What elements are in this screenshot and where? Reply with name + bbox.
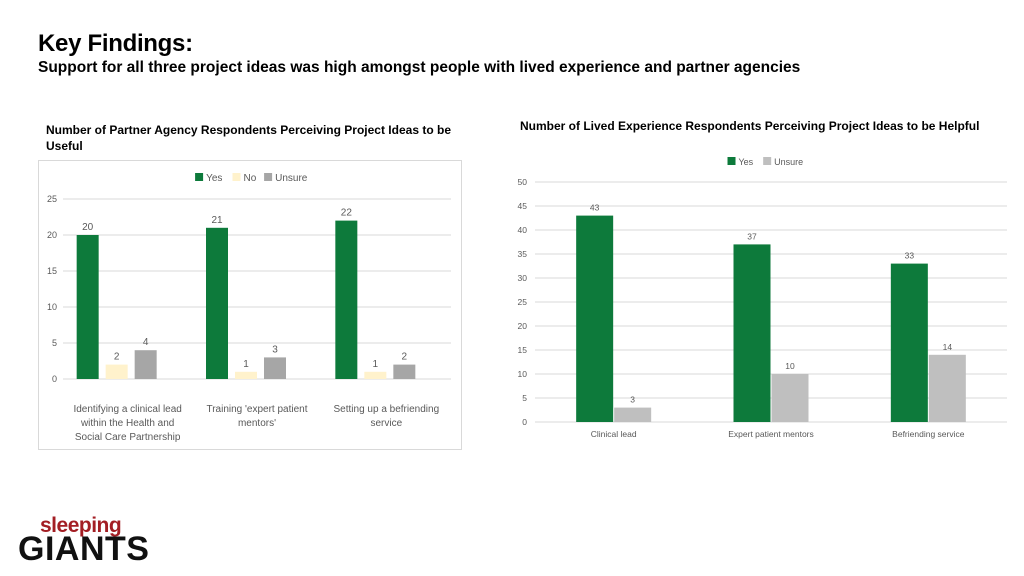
x-category-label: Setting up a befriending: [334, 404, 440, 415]
y-tick-label: 35: [518, 249, 528, 259]
y-tick-label: 40: [518, 225, 528, 235]
data-label: 1: [373, 359, 379, 370]
x-category-label: mentors': [238, 418, 276, 429]
data-label: 10: [785, 361, 795, 371]
x-category-label: Social Care Partnership: [75, 432, 181, 443]
page-subtitle: Support for all three project ideas was …: [38, 59, 801, 76]
logo-line1: sleeping: [40, 514, 122, 537]
bar-unsure: [393, 364, 416, 379]
x-category-label: Training 'expert patient: [206, 404, 307, 415]
data-label: 43: [590, 203, 600, 213]
logo-line2: GIANTS: [18, 530, 150, 568]
bar-no: [364, 371, 387, 379]
x-category-label: within the Health and: [80, 418, 174, 429]
bar-yes: [335, 220, 358, 379]
data-label: 2: [114, 352, 120, 363]
x-category-label: Identifying a clinical lead: [73, 404, 181, 415]
legend-swatch-yes: [195, 173, 204, 181]
partner-chart-title: Number of Partner Agency Respondents Per…: [46, 123, 451, 153]
bar-yes: [733, 244, 771, 422]
bar-yes: [890, 263, 928, 422]
data-label: 37: [747, 231, 757, 241]
partner-chart: 0 5 10 15 20 25 Yes No Unsure 20 2 4 Identifying a c…: [47, 173, 451, 443]
bar-unsure: [134, 350, 157, 379]
legend-swatch-unsure: [264, 173, 273, 181]
x-category-label: service: [370, 418, 402, 429]
legend-swatch-no: [232, 173, 241, 181]
bar-unsure: [264, 357, 286, 379]
data-label: 4: [143, 337, 149, 348]
y-tick-label: 5: [522, 393, 527, 403]
bar-unsure: [771, 374, 809, 422]
data-label: 22: [341, 208, 353, 219]
y-tick-label: 20: [518, 321, 528, 331]
data-label: 2: [402, 352, 408, 363]
lived-experience-chart-title: Number of Lived Experience Respondents P…: [520, 119, 980, 133]
data-label: 3: [272, 344, 278, 355]
y-tick-label: 5: [52, 338, 57, 348]
bar-yes: [76, 235, 99, 379]
x-category-label: Befriending service: [892, 429, 965, 439]
data-label: 20: [82, 222, 94, 233]
bar-yes: [576, 215, 614, 422]
lived-experience-chart-container: 0 5 10 15 20 25 30 35 40 45 50 Yes Unsure 43 3 Clinical…: [505, 150, 1015, 450]
lived-experience-chart: 0 5 10 15 20 25 30 35 40 45 50 Yes Unsure 43 3 Clinical…: [518, 157, 1007, 439]
y-tick-label: 25: [518, 297, 528, 307]
y-tick-label: 30: [518, 273, 528, 283]
x-category-label: Clinical lead: [591, 429, 637, 439]
y-tick-label: 25: [47, 194, 57, 204]
x-category-label: Expert patient mentors: [728, 429, 814, 439]
y-tick-label: 15: [518, 345, 528, 355]
legend-label-unsure: Unsure: [774, 157, 803, 167]
y-tick-label: 15: [47, 266, 57, 276]
legend-swatch-yes: [727, 157, 736, 165]
legend-label-yes: Yes: [206, 173, 222, 184]
y-tick-label: 10: [518, 369, 528, 379]
legend-label-no: No: [244, 173, 257, 184]
legend-label-unsure: Unsure: [275, 173, 308, 184]
data-label: 3: [630, 395, 635, 405]
bar-yes: [206, 227, 228, 379]
bar-unsure: [928, 354, 966, 422]
y-tick-label: 10: [47, 302, 57, 312]
legend-label-yes: Yes: [739, 157, 754, 167]
page-title: Key Findings:: [38, 30, 193, 57]
y-tick-label: 0: [52, 374, 57, 384]
bar-no: [235, 371, 257, 379]
y-tick-label: 0: [522, 417, 527, 427]
bar-unsure: [614, 407, 652, 422]
y-tick-label: 45: [518, 201, 528, 211]
data-label: 14: [943, 342, 953, 352]
data-label: 21: [211, 215, 223, 226]
bar-no: [105, 364, 128, 379]
legend-swatch-unsure: [763, 157, 772, 165]
y-tick-label: 50: [518, 177, 528, 187]
partner-chart-container: 0 5 10 15 20 25 Yes No Unsure 20 2 4 Identifying a c…: [38, 160, 462, 450]
data-label: 33: [905, 251, 915, 261]
data-label: 1: [243, 359, 249, 370]
y-tick-label: 20: [47, 230, 57, 240]
sleeping-giants-logo: sleeping GIANTS: [18, 514, 153, 568]
